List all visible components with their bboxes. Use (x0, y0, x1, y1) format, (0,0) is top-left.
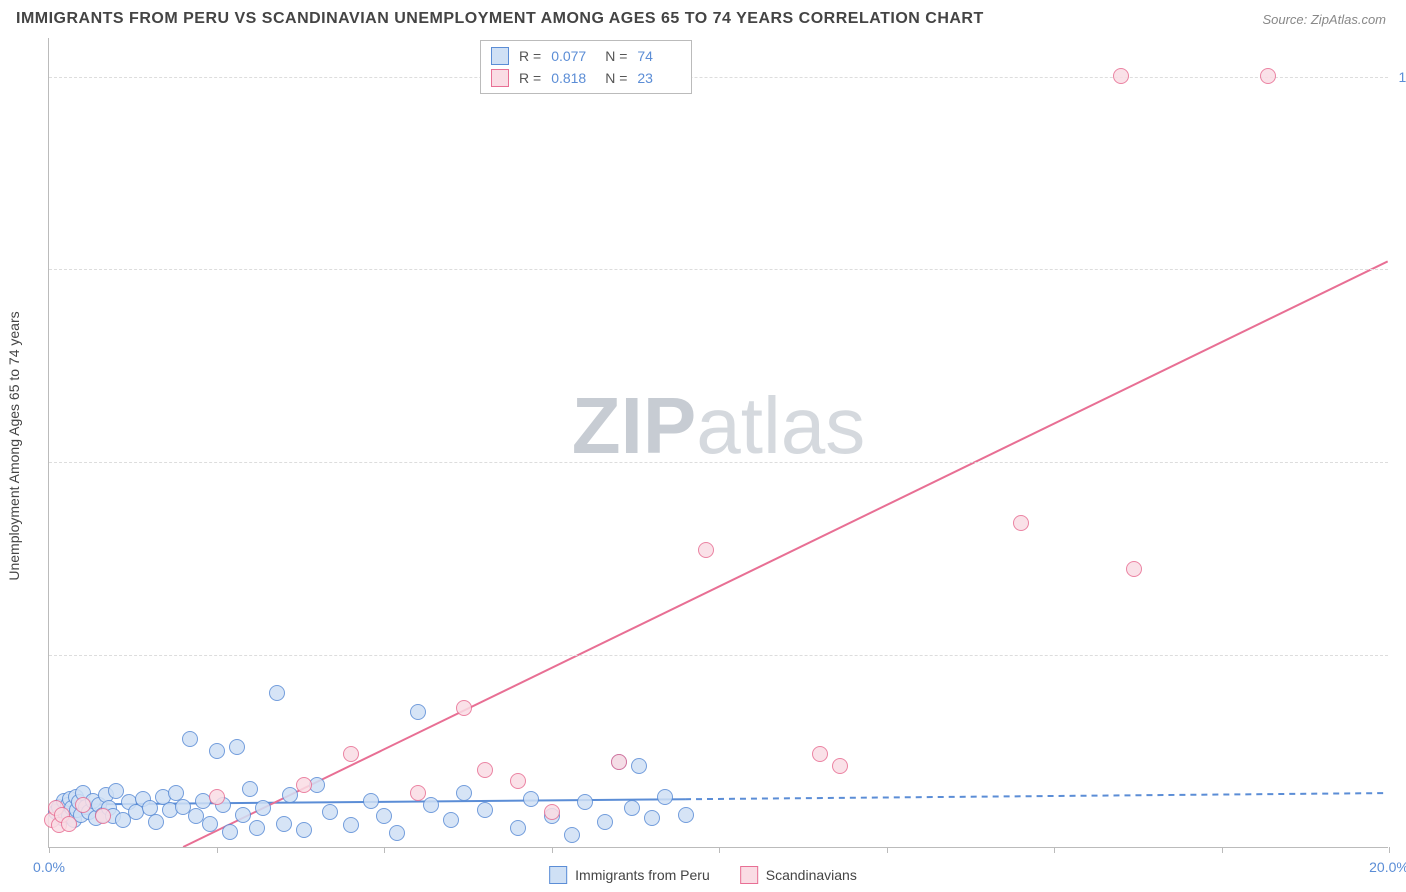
stat-n-label: N = (605, 70, 627, 86)
xtick (552, 847, 553, 853)
scatter-point (410, 704, 426, 720)
scatter-point (477, 762, 493, 778)
scatter-point (242, 781, 258, 797)
scatter-point (456, 700, 472, 716)
ytick-label: 100.0% (1399, 69, 1406, 85)
legend-stat-row: R = 0.818 N = 23 (491, 67, 681, 89)
scatter-point (510, 773, 526, 789)
scatter-point (363, 793, 379, 809)
xtick (1054, 847, 1055, 853)
scatter-point (443, 812, 459, 828)
scatter-point (597, 814, 613, 830)
scatter-point (477, 802, 493, 818)
scatter-point (148, 814, 164, 830)
scatter-point (255, 800, 271, 816)
legend-swatch (491, 69, 509, 87)
trend-lines (49, 38, 1388, 847)
scatter-point (182, 731, 198, 747)
scatter-point (456, 785, 472, 801)
xtick (887, 847, 888, 853)
scatter-point (343, 817, 359, 833)
stat-r-label: R = (519, 48, 541, 64)
scatter-point (235, 807, 251, 823)
scatter-point (1013, 515, 1029, 531)
scatter-point (624, 800, 640, 816)
scatter-point (423, 797, 439, 813)
scatter-point (1113, 68, 1129, 84)
scatter-point (229, 739, 245, 755)
scatter-point (296, 822, 312, 838)
legend-stat-row: R = 0.077 N = 74 (491, 45, 681, 67)
stat-r-value: 0.818 (551, 70, 595, 86)
stat-r-value: 0.077 (551, 48, 595, 64)
legend-label: Scandinavians (766, 867, 857, 883)
stat-r-label: R = (519, 70, 541, 86)
scatter-point (276, 816, 292, 832)
scatter-point (343, 746, 359, 762)
chart-area: ZIPatlas 25.0%50.0%75.0%100.0%0.0%20.0% (48, 38, 1388, 848)
gridline (49, 655, 1388, 656)
xtick (1222, 847, 1223, 853)
stat-n-value: 74 (637, 48, 681, 64)
scatter-point (523, 791, 539, 807)
xtick-label: 20.0% (1369, 859, 1406, 875)
scatter-point (389, 825, 405, 841)
bottom-legend-item: Scandinavians (740, 866, 857, 884)
xtick-label: 0.0% (33, 859, 65, 875)
legend-swatch (491, 47, 509, 65)
scatter-point (544, 804, 560, 820)
legend-swatch (549, 866, 567, 884)
legend-label: Immigrants from Peru (575, 867, 710, 883)
scatter-point (61, 816, 77, 832)
scatter-point (1126, 561, 1142, 577)
xtick (49, 847, 50, 853)
scatter-point (564, 827, 580, 843)
scatter-point (376, 808, 392, 824)
bottom-legend: Immigrants from Peru Scandinavians (549, 866, 857, 884)
scatter-point (209, 789, 225, 805)
scatter-point (1260, 68, 1276, 84)
scatter-point (657, 789, 673, 805)
scatter-point (269, 685, 285, 701)
gridline (49, 269, 1388, 270)
scatter-point (631, 758, 647, 774)
source-label: Source: ZipAtlas.com (1262, 12, 1386, 27)
legend-swatch (740, 866, 758, 884)
gridline (49, 462, 1388, 463)
scatter-point (577, 794, 593, 810)
scatter-point (611, 754, 627, 770)
scatter-point (296, 777, 312, 793)
bottom-legend-item: Immigrants from Peru (549, 866, 710, 884)
xtick (384, 847, 385, 853)
scatter-point (322, 804, 338, 820)
y-axis-label: Unemployment Among Ages 65 to 74 years (6, 311, 22, 580)
scatter-point (249, 820, 265, 836)
watermark: ZIPatlas (572, 380, 865, 472)
stat-n-value: 23 (637, 70, 681, 86)
legend-stats: R = 0.077 N = 74 R = 0.818 N = 23 (480, 40, 692, 94)
xtick (719, 847, 720, 853)
scatter-point (812, 746, 828, 762)
scatter-point (75, 797, 91, 813)
xtick (1389, 847, 1390, 853)
scatter-point (209, 743, 225, 759)
scatter-point (832, 758, 848, 774)
scatter-point (410, 785, 426, 801)
scatter-point (95, 808, 111, 824)
scatter-point (202, 816, 218, 832)
scatter-point (222, 824, 238, 840)
xtick (217, 847, 218, 853)
chart-title: IMMIGRANTS FROM PERU VS SCANDINAVIAN UNE… (16, 10, 984, 28)
scatter-point (678, 807, 694, 823)
gridline (49, 77, 1388, 78)
stat-n-label: N = (605, 48, 627, 64)
scatter-point (510, 820, 526, 836)
scatter-point (698, 542, 714, 558)
scatter-point (644, 810, 660, 826)
